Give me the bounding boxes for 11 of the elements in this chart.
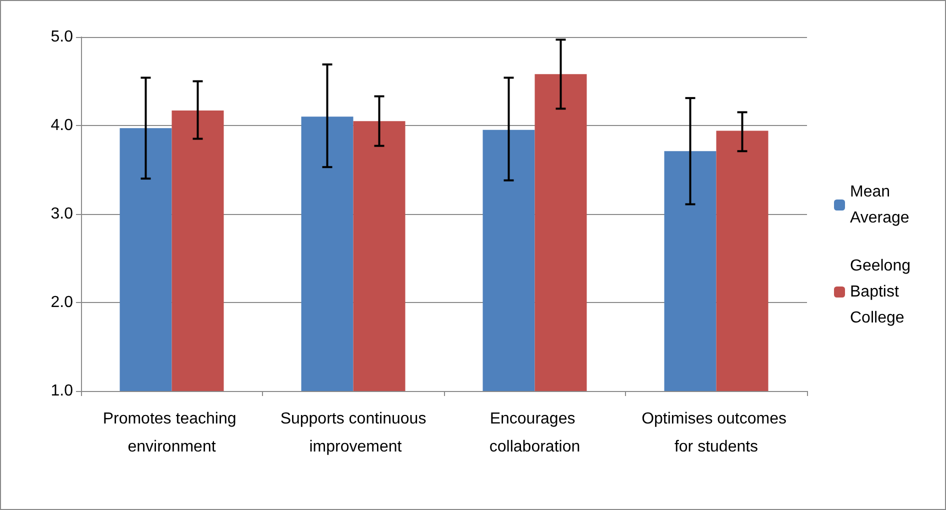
legend-label: Geelong Baptist College xyxy=(850,258,915,326)
y-tick-label: 3.0 xyxy=(50,206,74,222)
y-tick-label: 1.0 xyxy=(50,382,74,400)
x-tick-label: Promotes teaching environment xyxy=(102,410,241,456)
y-tick-label: 2.0 xyxy=(50,294,74,311)
x-tick-label: Encourages collaboration xyxy=(489,410,580,456)
x-tick-label: Supports continuous improvement xyxy=(280,410,426,456)
y-tick-label: 4.0 xyxy=(50,117,74,134)
legend-label: Mean Average xyxy=(850,184,910,226)
x-tick-label: Optimises outcomes for students xyxy=(642,410,791,456)
y-tick-label: 5.0 xyxy=(50,28,74,46)
